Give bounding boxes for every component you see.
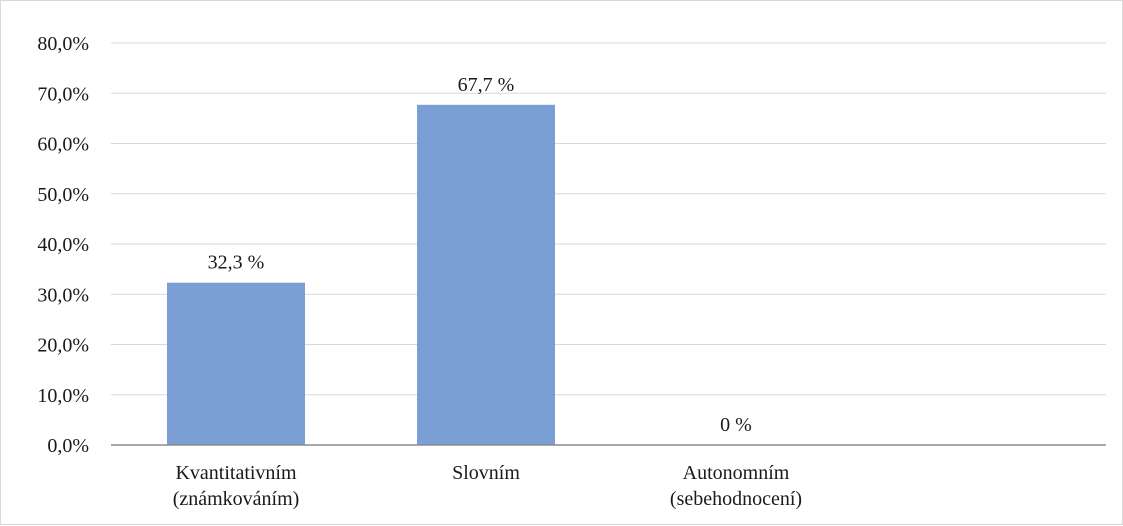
y-tick-label: 0,0% (47, 435, 89, 457)
y-tick-label: 30,0% (37, 284, 89, 306)
category-label-line: Slovním (452, 462, 520, 484)
category-labels: Kvantitativním (známkováním) Slovním Autono… (173, 462, 802, 510)
category-label-line: Autonomním (683, 462, 790, 484)
category-label-line: (známkováním) (173, 488, 300, 510)
category-label: Slovním (452, 462, 520, 484)
bars (167, 104, 555, 446)
data-label: 0 % (720, 414, 752, 436)
y-tick-label: 20,0% (37, 335, 89, 357)
y-axis-ticks: 0,0% 10,0% 20,0% 30,0% 40,0% 50,0% 60,0% 70,0% 8… (37, 33, 89, 457)
y-tick-label: 10,0% (37, 385, 89, 407)
bar (417, 104, 555, 446)
y-tick-label: 40,0% (37, 234, 89, 256)
y-tick-label: 70,0% (37, 83, 89, 105)
category-label: Kvantitativním (známkováním) (173, 462, 300, 510)
category-label: Autonomním (sebehodnocení) (670, 462, 802, 510)
y-tick-label: 60,0% (37, 134, 89, 156)
category-label-line: Kvantitativním (175, 462, 297, 484)
y-tick-label: 80,0% (37, 33, 89, 55)
category-label-line: (sebehodnocení) (670, 488, 802, 510)
bar (167, 282, 305, 445)
data-label: 32,3 % (208, 252, 265, 274)
data-label: 67,7 % (458, 74, 515, 96)
data-labels: 32,3 % 67,7 % 0 % (208, 74, 752, 436)
y-tick-label: 50,0% (37, 184, 89, 206)
